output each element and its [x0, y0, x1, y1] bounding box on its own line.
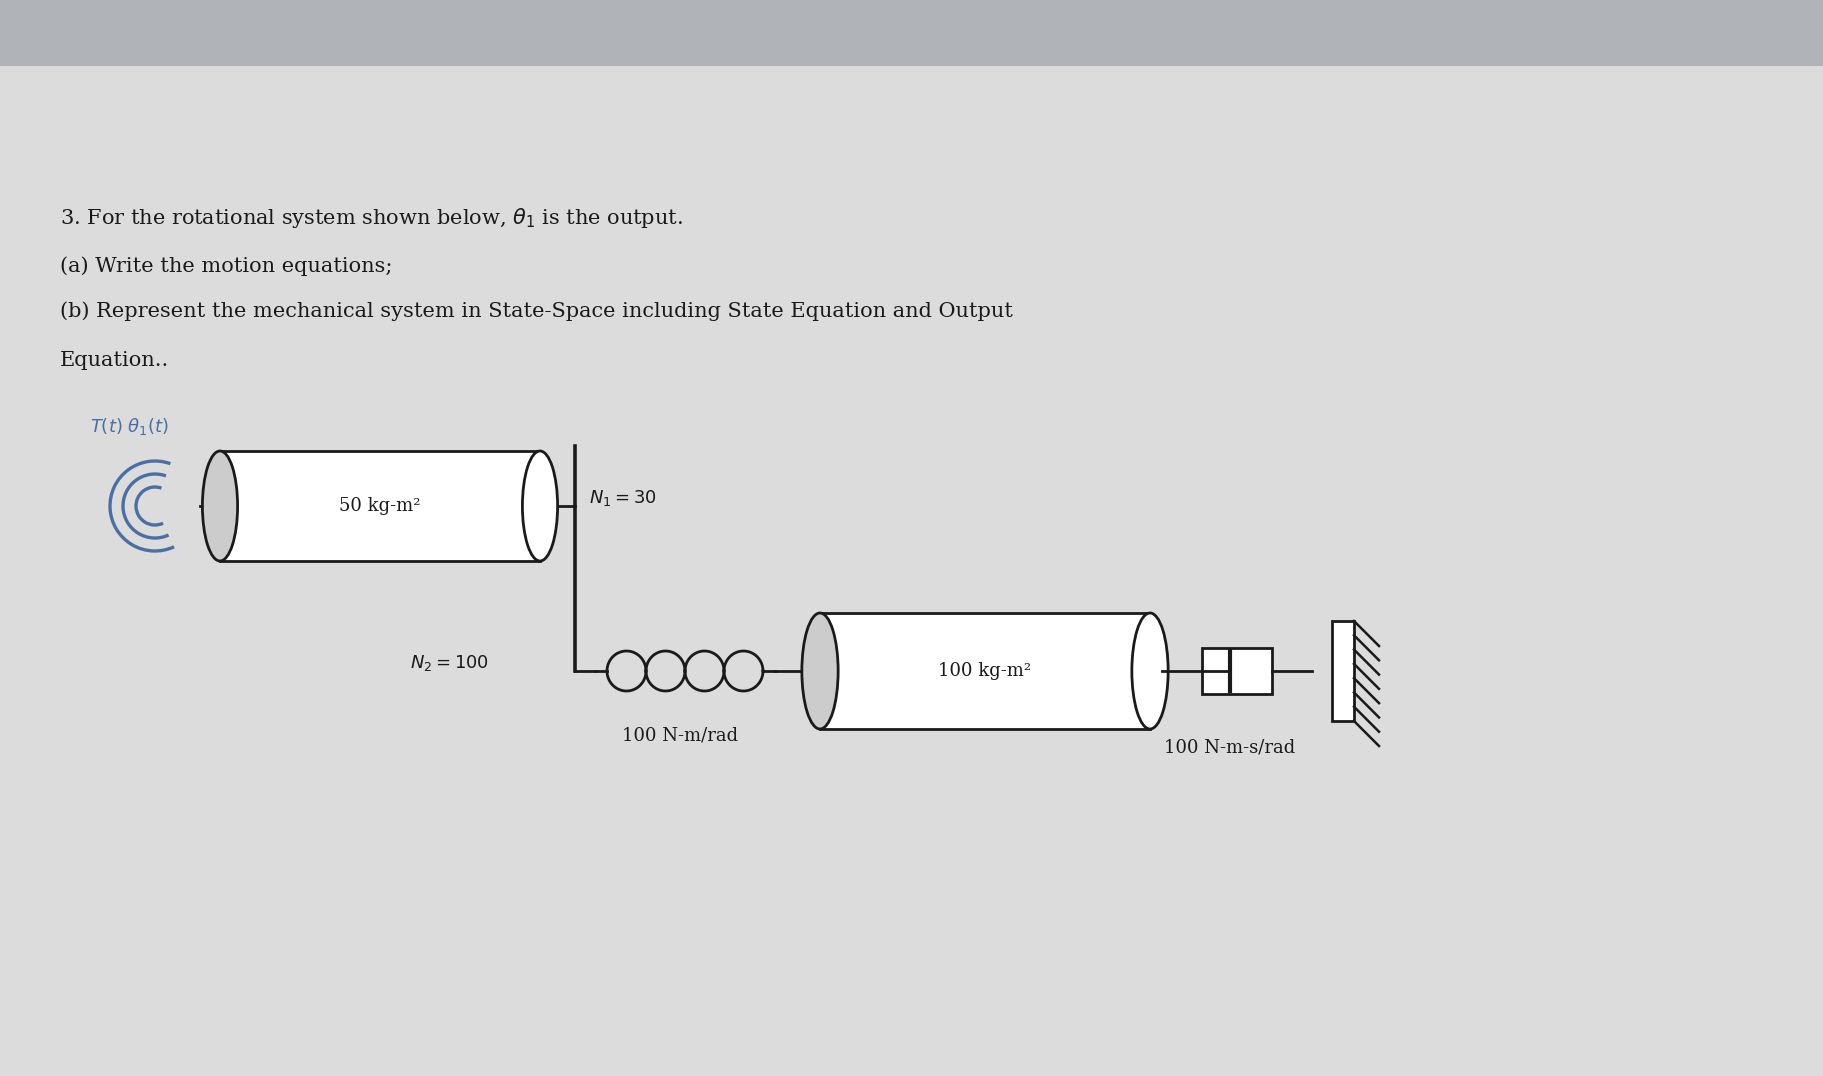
Text: $N_2 = 100$: $N_2 = 100$ — [410, 653, 489, 672]
Ellipse shape — [523, 451, 558, 561]
Ellipse shape — [1132, 613, 1169, 730]
Text: 100 N-m-s/rad: 100 N-m-s/rad — [1165, 739, 1296, 758]
Text: Equation..: Equation.. — [60, 351, 170, 370]
Text: 100 kg-m²: 100 kg-m² — [939, 662, 1032, 680]
Bar — [0, 0, 1823, 66]
Text: (a) Write the motion equations;: (a) Write the motion equations; — [60, 256, 392, 275]
Bar — [1333, 621, 1354, 721]
Text: $T(t)\ \theta_1(t)$: $T(t)\ \theta_1(t)$ — [89, 416, 170, 437]
Ellipse shape — [202, 451, 237, 561]
Text: (b) Represent the mechanical system in State-Space including State Equation and : (b) Represent the mechanical system in S… — [60, 301, 1014, 321]
Text: 50 kg-m²: 50 kg-m² — [339, 497, 421, 515]
Bar — [221, 451, 540, 561]
Bar — [820, 613, 1150, 730]
Text: 100 N-m/rad: 100 N-m/rad — [622, 726, 738, 744]
Ellipse shape — [802, 613, 839, 730]
Bar — [1201, 648, 1272, 694]
Text: 3. For the rotational system shown below, $\theta_1$ is the output.: 3. For the rotational system shown below… — [60, 206, 684, 230]
Text: $N_1 = 30$: $N_1 = 30$ — [589, 489, 656, 508]
